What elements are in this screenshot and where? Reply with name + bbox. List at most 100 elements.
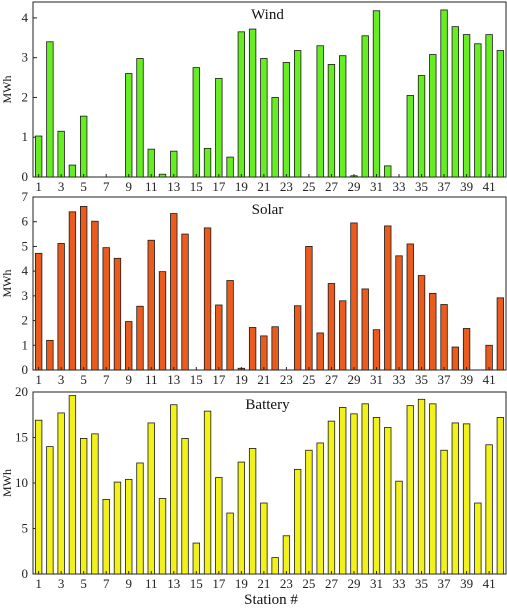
solar-bar-station-5 <box>80 205 88 371</box>
battery-xtick-label: 7 <box>103 576 110 591</box>
solar-bar-station-17 <box>215 304 223 371</box>
wind-bar-station-35 <box>417 75 426 178</box>
battery-bar-station-9 <box>125 478 133 575</box>
solar-bar-station-41 <box>485 344 493 371</box>
solar-xtick-label: 23 <box>280 372 293 387</box>
wind-xtick-label: 19 <box>235 179 248 194</box>
solar-bar-station-36 <box>429 292 437 371</box>
wind-bar-station-10 <box>136 58 144 178</box>
solar-bar-station-35 <box>417 275 426 371</box>
solar-xtick-label: 33 <box>393 372 406 387</box>
battery-bar-station-14 <box>181 438 189 575</box>
battery-xtick-label: 35 <box>415 576 428 591</box>
battery-bar-station-42 <box>496 417 505 575</box>
battery-xtick-label: 11 <box>145 576 158 591</box>
solar-xtick-label: 9 <box>125 372 132 387</box>
battery-bar-station-18 <box>226 512 234 575</box>
battery-ytick-label: 0 <box>22 566 29 581</box>
wind-xtick-label: 39 <box>460 179 473 194</box>
solar-bar-station-20 <box>248 327 257 371</box>
solar-ytick-label: 0 <box>22 362 29 377</box>
solar-bar-station-21 <box>260 335 268 371</box>
wind-xtick-label: 13 <box>167 179 180 194</box>
solar-ytick-label: 3 <box>22 288 29 303</box>
solar-bar-station-34 <box>406 243 414 371</box>
solar-xtick-label: 1 <box>35 372 42 387</box>
battery-ytick-label: 10 <box>15 475 28 490</box>
battery-bar-station-11 <box>147 422 155 575</box>
solar-xtick-label: 39 <box>460 372 473 387</box>
wind-bar-station-24 <box>293 50 302 178</box>
battery-bar-station-2 <box>46 446 54 575</box>
wind-title: Wind <box>251 7 284 23</box>
battery-xtick-label: 41 <box>483 576 496 591</box>
wind-xtick-label: 1 <box>35 179 42 194</box>
solar-bar-station-7 <box>102 247 110 371</box>
battery-bar-station-8 <box>113 481 122 575</box>
battery-bar-station-39 <box>462 423 471 575</box>
battery-bar-station-32 <box>384 427 392 575</box>
wind-bar-station-26 <box>316 45 324 178</box>
solar-bar-station-18 <box>226 280 234 371</box>
solar-ytick-label: 6 <box>22 214 29 229</box>
battery-xtick-label: 31 <box>370 576 383 591</box>
solar-xtick-label: 27 <box>325 372 339 387</box>
wind-bar-station-15 <box>192 67 200 178</box>
solar-bar-station-14 <box>181 233 189 371</box>
battery-bar-station-28 <box>339 407 347 575</box>
battery-xtick-label: 29 <box>347 576 360 591</box>
wind-bar-station-42 <box>496 50 505 178</box>
battery-bar-station-41 <box>485 444 493 575</box>
battery-xtick-label: 5 <box>80 576 87 591</box>
wind-xtick-label: 23 <box>280 179 293 194</box>
solar-xtick-label: 19 <box>235 372 248 387</box>
wind-bar-station-9 <box>125 73 133 178</box>
battery-bar-station-36 <box>429 403 437 575</box>
solar-xtick-label: 7 <box>103 372 110 387</box>
wind-bar-station-28 <box>339 55 347 178</box>
wind-bar-station-37 <box>440 9 448 178</box>
wind-xtick-label: 11 <box>145 179 158 194</box>
battery-xtick-label: 33 <box>393 576 406 591</box>
wind-bar-station-2 <box>46 41 54 178</box>
solar-bar-station-32 <box>384 225 392 371</box>
solar-bar-station-25 <box>305 246 313 371</box>
battery-bar-station-29 <box>350 413 358 575</box>
solar-bar-station-37 <box>440 304 448 371</box>
solar-bar-station-39 <box>462 328 471 371</box>
wind-bar-station-20 <box>248 28 257 178</box>
battery-xtick-label: 23 <box>280 576 293 591</box>
battery-xtick-label: 17 <box>212 576 226 591</box>
battery-bar-station-35 <box>417 398 426 575</box>
wind-xtick-label: 7 <box>103 179 110 194</box>
solar-xtick-label: 41 <box>483 372 496 387</box>
battery-bar-station-27 <box>327 420 336 575</box>
battery-bar-station-13 <box>170 404 178 575</box>
battery-xtick-label: 39 <box>460 576 473 591</box>
solar-xtick-label: 37 <box>438 372 452 387</box>
wind-bar-station-34 <box>406 95 414 178</box>
battery-xtick-label: 25 <box>302 576 315 591</box>
battery-bar-station-3 <box>57 412 65 575</box>
solar-bar-station-4 <box>68 211 77 371</box>
solar-xtick-label: 31 <box>370 372 383 387</box>
wind-bar-station-39 <box>462 34 471 178</box>
solar-bar-station-11 <box>147 239 155 371</box>
battery-bar-station-31 <box>372 417 381 575</box>
wind-bar-station-22 <box>271 97 279 178</box>
solar-xtick-label: 5 <box>80 372 87 387</box>
wind-xtick-label: 27 <box>325 179 339 194</box>
battery-bar-station-19 <box>237 461 246 575</box>
battery-bar-station-6 <box>91 433 99 575</box>
wind-xtick-label: 31 <box>370 179 383 194</box>
solar-bar-station-26 <box>316 332 324 371</box>
battery-bar-station-34 <box>406 405 414 575</box>
battery-bar-station-30 <box>361 403 369 575</box>
battery-xtick-label: 37 <box>438 576 452 591</box>
solar-bar-station-24 <box>293 305 302 371</box>
wind-y-axis-title: MWh <box>0 76 14 104</box>
wind-xtick-label: 35 <box>415 179 428 194</box>
